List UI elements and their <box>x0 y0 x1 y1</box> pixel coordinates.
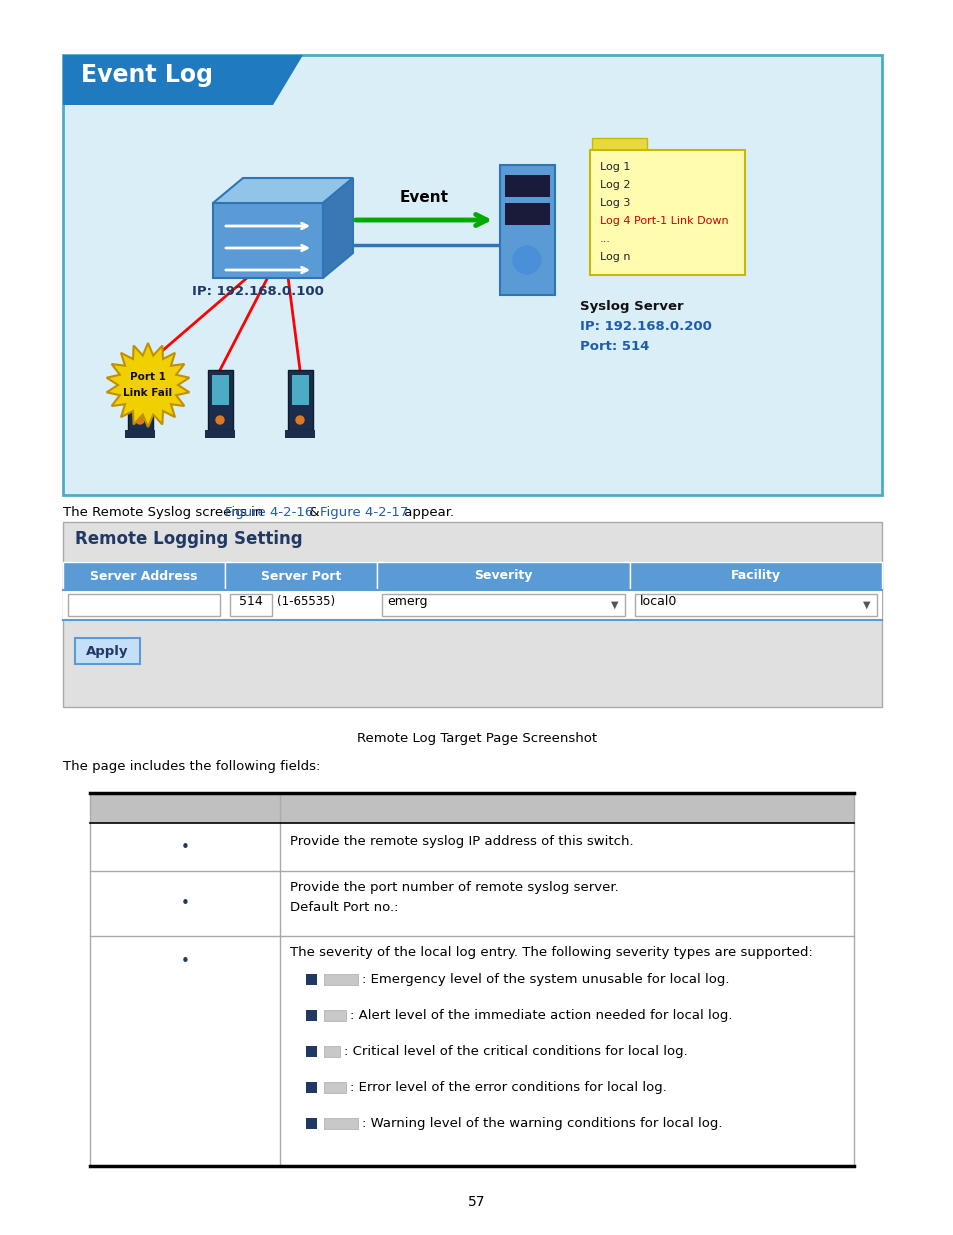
Bar <box>589 149 744 275</box>
Text: The Remote Syslog screens in: The Remote Syslog screens in <box>63 506 267 519</box>
Bar <box>499 165 555 295</box>
Text: •: • <box>180 953 190 968</box>
Text: Link Fail: Link Fail <box>123 388 172 398</box>
Text: Port 1: Port 1 <box>130 372 166 382</box>
Bar <box>292 375 309 405</box>
Bar <box>63 56 882 495</box>
Bar <box>75 638 140 664</box>
Text: : Error level of the error conditions for local log.: : Error level of the error conditions fo… <box>350 1081 666 1094</box>
Bar <box>504 203 550 225</box>
Text: IP: 192.168.0.100: IP: 192.168.0.100 <box>192 285 324 298</box>
Polygon shape <box>63 56 303 105</box>
Text: Remote Logging Setting: Remote Logging Setting <box>75 530 302 548</box>
Text: Server Address: Server Address <box>91 569 197 583</box>
Text: Figure 4-2-17: Figure 4-2-17 <box>319 506 408 519</box>
Bar <box>629 562 882 590</box>
Text: The page includes the following fields:: The page includes the following fields: <box>63 760 320 773</box>
Bar <box>324 1118 357 1129</box>
Bar <box>63 562 225 590</box>
Text: Provide the remote syslog IP address of this switch.: Provide the remote syslog IP address of … <box>290 835 633 848</box>
Bar <box>132 375 149 405</box>
Text: (1-65535): (1-65535) <box>276 595 335 608</box>
Text: Default Port no.:: Default Port no.: <box>290 902 398 914</box>
Text: Log 2: Log 2 <box>599 180 630 190</box>
Text: •: • <box>180 897 190 911</box>
Text: emerg: emerg <box>387 595 427 608</box>
Bar <box>63 590 882 620</box>
Bar <box>306 1118 316 1129</box>
Bar <box>90 823 853 871</box>
Circle shape <box>295 416 304 424</box>
Text: Figure 4-2-16: Figure 4-2-16 <box>225 506 313 519</box>
Bar <box>205 430 234 438</box>
Text: Provide the port number of remote syslog server.: Provide the port number of remote syslog… <box>290 881 618 894</box>
Text: appear.: appear. <box>399 506 454 519</box>
Text: Remote Log Target Page Screenshot: Remote Log Target Page Screenshot <box>356 732 597 745</box>
Text: IP: 192.168.0.200: IP: 192.168.0.200 <box>579 320 711 333</box>
Bar <box>128 370 152 430</box>
Bar <box>230 594 272 616</box>
Text: ▼: ▼ <box>611 600 618 610</box>
Text: : Emergency level of the system unusable for local log.: : Emergency level of the system unusable… <box>361 973 729 986</box>
Bar <box>504 175 550 198</box>
Bar <box>381 594 624 616</box>
Bar <box>208 370 233 430</box>
Bar <box>285 430 314 438</box>
Bar <box>212 375 229 405</box>
Text: Server Port: Server Port <box>260 569 341 583</box>
Bar <box>90 793 853 823</box>
Text: : Critical level of the critical conditions for local log.: : Critical level of the critical conditi… <box>344 1045 687 1058</box>
Bar <box>635 594 876 616</box>
Polygon shape <box>107 343 189 427</box>
Bar <box>306 1082 316 1093</box>
Bar <box>376 562 629 590</box>
Bar <box>63 522 882 706</box>
Text: Severity: Severity <box>474 569 532 583</box>
Text: local0: local0 <box>639 595 677 608</box>
Text: : Warning level of the warning conditions for local log.: : Warning level of the warning condition… <box>361 1116 721 1130</box>
Text: Log 4 Port-1 Link Down: Log 4 Port-1 Link Down <box>599 216 728 226</box>
Bar <box>288 370 313 430</box>
Bar <box>324 1046 339 1057</box>
Bar <box>90 871 853 936</box>
Bar <box>90 936 853 1166</box>
Text: Syslog Server: Syslog Server <box>579 300 683 312</box>
Circle shape <box>513 246 540 274</box>
Text: Log n: Log n <box>599 252 630 262</box>
Bar <box>324 974 357 986</box>
Text: Log 1: Log 1 <box>599 162 630 172</box>
Circle shape <box>136 416 144 424</box>
Bar <box>324 1010 346 1021</box>
Polygon shape <box>323 178 353 278</box>
Text: Event: Event <box>399 190 448 205</box>
Text: : Alert level of the immediate action needed for local log.: : Alert level of the immediate action ne… <box>350 1009 732 1023</box>
Polygon shape <box>213 178 353 203</box>
Text: The severity of the local log entry. The following severity types are supported:: The severity of the local log entry. The… <box>290 946 812 960</box>
Bar <box>306 974 316 986</box>
Text: Event Log: Event Log <box>81 63 213 86</box>
Bar <box>306 1010 316 1021</box>
Text: 57: 57 <box>468 1195 485 1209</box>
Circle shape <box>215 416 224 424</box>
Bar <box>592 138 646 152</box>
Text: Log 3: Log 3 <box>599 198 630 207</box>
Text: ▼: ▼ <box>862 600 870 610</box>
Bar <box>306 1046 316 1057</box>
Text: 514: 514 <box>239 595 263 608</box>
Text: Port: 514: Port: 514 <box>579 340 649 353</box>
Text: •: • <box>180 840 190 855</box>
Text: Apply: Apply <box>86 645 129 657</box>
Bar <box>225 562 376 590</box>
Bar <box>125 430 154 438</box>
Bar <box>68 594 220 616</box>
Bar <box>324 1082 346 1093</box>
Text: ...: ... <box>599 233 610 245</box>
Text: &: & <box>305 506 323 519</box>
Text: Facility: Facility <box>730 569 781 583</box>
Bar <box>213 203 323 278</box>
